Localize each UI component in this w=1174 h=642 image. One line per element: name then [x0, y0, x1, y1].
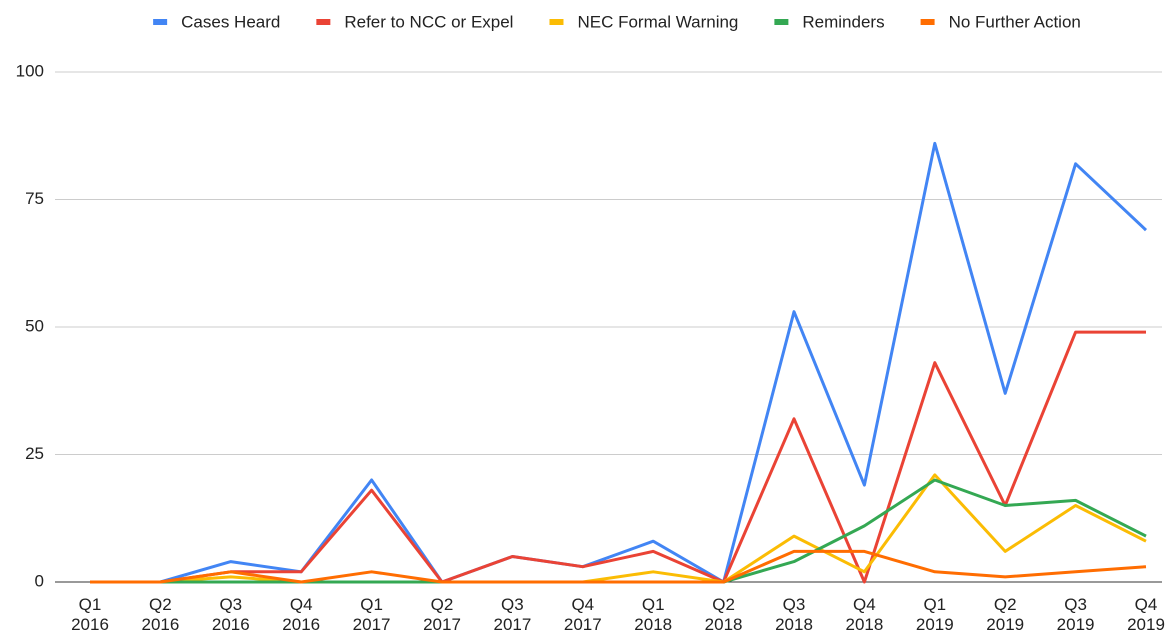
- x-tick-label: Q4 2016: [282, 595, 320, 634]
- legend-label: NEC Formal Warning: [577, 12, 738, 31]
- x-tick-label: Q3 2017: [493, 595, 531, 634]
- legend-swatch: [549, 19, 564, 25]
- legend-swatch: [774, 19, 789, 25]
- x-tick-label: Q4 2019: [1127, 595, 1165, 634]
- x-tick-label: Q4 2017: [564, 595, 602, 634]
- series-line: [90, 330, 1146, 584]
- x-tick-label: Q2 2016: [141, 595, 179, 634]
- legend-label: Reminders: [802, 12, 884, 31]
- y-tick-label: 75: [25, 189, 44, 208]
- x-tick-label: Q4 2018: [845, 595, 883, 634]
- legend-label: Cases Heard: [181, 12, 280, 31]
- legend-swatch: [153, 19, 168, 25]
- x-tick-label: Q3 2019: [1057, 595, 1095, 634]
- legend-swatch: [920, 19, 935, 25]
- y-tick-label: 25: [25, 444, 44, 463]
- series-line: [90, 549, 1147, 584]
- series-line: [90, 473, 1147, 584]
- x-tick-label: Q3 2018: [775, 595, 813, 634]
- x-tick-label: Q3 2016: [212, 595, 250, 634]
- x-tick-label: Q1 2018: [634, 595, 672, 634]
- x-tick-label: Q1 2019: [916, 595, 954, 634]
- x-tick-label: Q2 2017: [423, 595, 461, 634]
- series-line: [90, 141, 1148, 584]
- legend-label: No Further Action: [949, 12, 1081, 31]
- legend-swatch: [316, 19, 331, 25]
- y-tick-label: 100: [16, 61, 44, 80]
- legend-label: Refer to NCC or Expel: [344, 12, 513, 31]
- x-tick-label: Q2 2018: [705, 595, 743, 634]
- x-tick-label: Q1 2016: [71, 595, 109, 634]
- x-tick-label: Q1 2017: [353, 595, 391, 634]
- legend: Cases Heard Refer to NCC or Expel NEC Form…: [153, 12, 1081, 31]
- y-tick-label: 50: [25, 316, 44, 335]
- y-tick-label: 0: [35, 571, 44, 590]
- x-tick-label: Q2 2019: [986, 595, 1024, 634]
